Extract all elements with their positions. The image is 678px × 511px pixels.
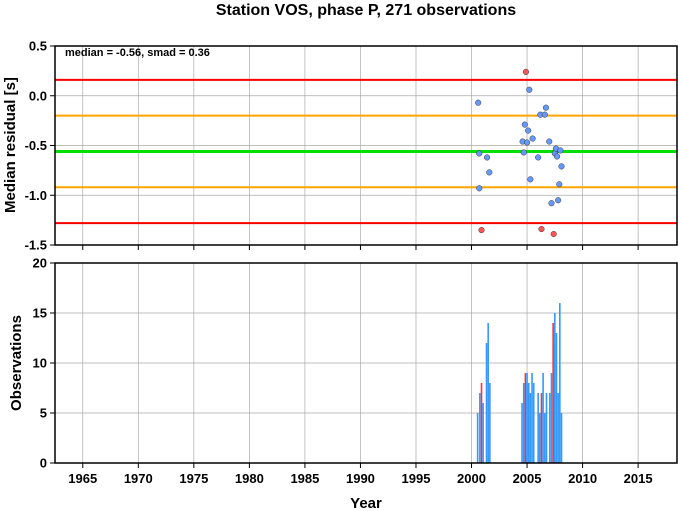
residual-point: [546, 138, 553, 145]
residual-point: [486, 169, 493, 176]
outlier-point: [550, 231, 557, 238]
observations-grid: [55, 262, 677, 464]
observation-bar: [522, 383, 525, 463]
residual-x-tick-marks: [82, 245, 639, 250]
residual-point: [476, 185, 483, 192]
x-tick-label: 1990: [346, 471, 375, 486]
x-tick-label: 2015: [624, 471, 653, 486]
y-tick-label: 5: [40, 406, 47, 421]
observation-bar: [521, 403, 523, 463]
observation-bar: [544, 413, 546, 463]
residual-point: [541, 111, 548, 118]
y-tick-label: 0.5: [29, 39, 47, 54]
residual-point: [553, 153, 561, 160]
residual-point: [527, 176, 534, 183]
observation-bar: [529, 393, 532, 463]
x-tick-label: 1970: [124, 471, 153, 486]
observation-bar: [560, 413, 563, 463]
outlier-bar: [524, 373, 527, 463]
residual-y-axis-label: Median residual [s]: [2, 77, 19, 213]
observation-bar: [487, 323, 489, 463]
outlier-point: [538, 226, 545, 233]
stats-annotation: median = -0.56, smad = 0.36: [65, 47, 210, 59]
outlier-point: [478, 227, 485, 234]
residual-point: [520, 149, 527, 156]
x-tick-label: 1995: [402, 471, 431, 486]
residual-point: [525, 127, 532, 134]
observation-bar: [549, 393, 551, 463]
observation-bar: [559, 303, 561, 463]
y-tick-label: 10: [33, 356, 47, 371]
observation-bar: [557, 393, 559, 463]
residual-point: [524, 139, 531, 146]
residual-points: [475, 68, 565, 238]
y-tick-label: 15: [33, 306, 47, 321]
observation-bar: [545, 393, 548, 463]
observations-x-ticks: 1965 1970 1975 1980 1985 1990 1995 2000 2005 2010…: [68, 463, 653, 486]
y-tick-label: 0: [40, 456, 47, 471]
outlier-point: [522, 68, 529, 75]
residual-point: [526, 86, 533, 93]
residual-point: [529, 135, 536, 142]
residual-point: [476, 150, 483, 157]
observation-bar: [550, 373, 553, 463]
residual-point: [558, 163, 565, 170]
chart-title: Station VOS, phase P, 271 observations: [216, 2, 516, 19]
observation-bar: [554, 313, 556, 463]
reference-lines: [55, 78, 677, 225]
x-tick-label: 2005: [513, 471, 542, 486]
x-tick-label: 2000: [457, 471, 486, 486]
y-tick-label: -1.5: [25, 238, 47, 253]
outlier-bar: [552, 323, 554, 463]
y-tick-label: 20: [33, 256, 47, 271]
x-tick-label: 1965: [68, 471, 97, 486]
observation-bar: [542, 373, 544, 463]
outlier-bar: [480, 383, 483, 463]
residual-point: [555, 197, 562, 204]
residual-y-ticks: 0.5 0.0 -0.5 -1.0 -1.5: [25, 39, 55, 253]
y-tick-label: 0.0: [29, 88, 47, 103]
residual-point: [548, 200, 555, 207]
x-axis-label: Year: [350, 495, 382, 511]
observation-bar: [537, 393, 539, 463]
residual-panel: 0.5 0.0 -0.5 -1.0 -1.5 median = -0.56, smad …: [2, 39, 678, 253]
observation-bar: [527, 383, 530, 463]
observation-bar: [485, 343, 488, 463]
residual-point: [475, 99, 482, 106]
residual-point: [521, 121, 528, 128]
y-tick-label: -1.0: [25, 188, 47, 203]
observation-bar: [479, 393, 481, 463]
observation-bar: [482, 403, 484, 463]
residual-grid: [55, 45, 677, 246]
x-tick-label: 1975: [179, 471, 208, 486]
residual-point: [535, 154, 542, 161]
observation-bar: [531, 373, 533, 463]
observation-bar: [476, 413, 479, 463]
observation-bar: [489, 383, 491, 463]
residual-point: [542, 104, 549, 111]
observation-bar: [532, 383, 535, 463]
x-tick-label: 1980: [235, 471, 264, 486]
outlier-bar: [540, 393, 543, 463]
observations-y-ticks: 20 15 10 5 0: [33, 256, 55, 471]
observations-bars: [476, 303, 563, 463]
observation-bar: [539, 413, 541, 463]
x-tick-label: 1985: [290, 471, 319, 486]
residual-point: [556, 181, 563, 188]
observations-y-axis-label: Observations: [8, 315, 25, 411]
observation-bar: [526, 373, 528, 463]
residual-point: [484, 154, 491, 161]
y-tick-label: -0.5: [25, 138, 47, 153]
observation-bar: [555, 333, 558, 463]
x-tick-label: 2010: [568, 471, 597, 486]
residual-point: [557, 147, 564, 154]
